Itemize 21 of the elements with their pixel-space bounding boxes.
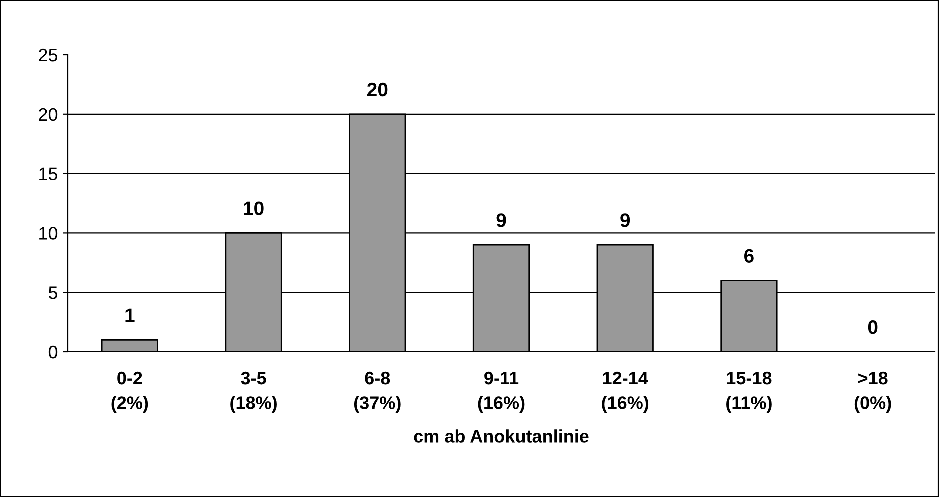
- data-label: 20: [368, 82, 388, 97]
- x-tick-label: 9-11 (16%): [478, 372, 525, 413]
- data-label: 0: [868, 320, 878, 334]
- x-tick-label: >18 (0%): [854, 372, 892, 413]
- data-label: 10: [244, 202, 264, 216]
- y-tick-label: 0: [48, 346, 58, 359]
- data-label: 6: [744, 249, 754, 263]
- x-tick-label: 12-14 (16%): [602, 372, 649, 413]
- y-tick-label: 15: [40, 168, 58, 181]
- y-tick-label: 5: [48, 286, 58, 300]
- x-tick-label: 3-5 (18%): [230, 372, 277, 413]
- data-label: 9: [496, 214, 506, 228]
- y-tick-label: 25: [39, 48, 58, 62]
- x-tick-label: 6-8 (37%): [354, 372, 401, 413]
- x-axis-title: cm ab Anokutanlinie: [414, 430, 589, 443]
- y-tick-label: 10: [40, 227, 58, 240]
- data-label: 9: [620, 214, 630, 228]
- y-tick-label: 20: [39, 108, 58, 122]
- data-label: 1: [126, 308, 135, 322]
- x-tick-label: 0-2 (2%): [112, 372, 148, 413]
- x-tick-label: 15-18 (11%): [726, 372, 772, 413]
